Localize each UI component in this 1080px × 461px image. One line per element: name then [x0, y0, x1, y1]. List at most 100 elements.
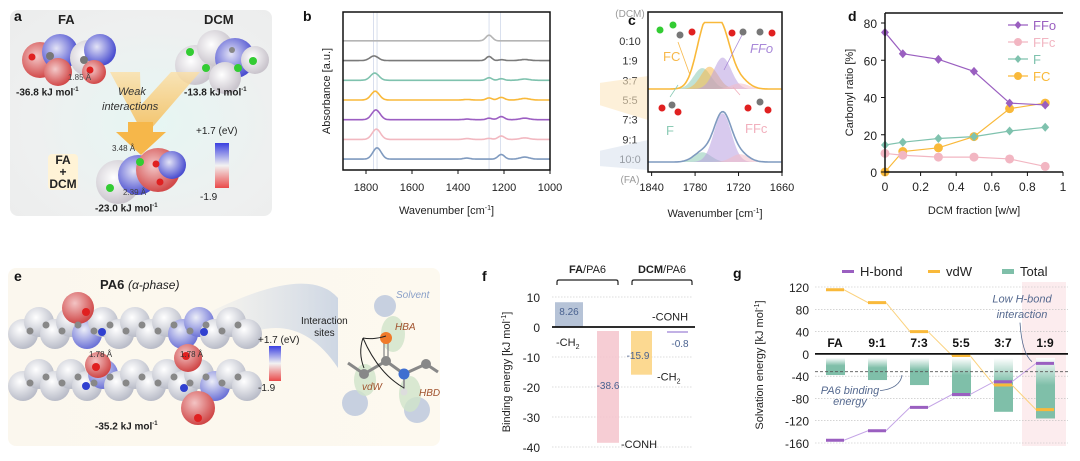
converge-arrow	[110, 72, 200, 130]
ratio-label: 1:9	[622, 56, 637, 68]
leader-FC	[677, 41, 691, 76]
site-label-fa-ch2: -CH2	[556, 337, 580, 351]
solvation-energy-chart: 120 80 40 0 -40 -80 -120 -160 FA 9:1 7:3 5:5 3:7 1:9 P…	[754, 264, 1068, 451]
y-tick-label: 80	[796, 303, 810, 317]
carbonyl-ratio-chart: 0 20 40 60 80 0 0.2 0.4 0.6 0.8 1 DCM fraction [w/w…	[844, 12, 1067, 217]
backbone-atom	[26, 379, 34, 387]
data-point-FFo	[934, 54, 943, 64]
legend-label-Total: Total	[1020, 264, 1048, 279]
spectrum-line-3-7	[343, 72, 550, 82]
spectrum-line-5-5	[343, 90, 550, 101]
data-point-FFo	[970, 66, 978, 76]
molecule-atom	[768, 29, 776, 37]
leader-FFo	[723, 34, 743, 71]
zoom-fan-5-5	[600, 76, 648, 120]
backbone-atom	[218, 327, 226, 335]
y-tick-label: 10	[527, 291, 541, 305]
fa-dimer-surface: 1.85 Å	[22, 34, 116, 86]
molecule-atom	[756, 98, 764, 106]
hba-label: HBA	[395, 322, 416, 333]
x-tick-label: 1660	[770, 182, 794, 194]
complex-label: FA + DCM	[48, 153, 78, 191]
y-tick-label: -40	[523, 441, 541, 455]
backbone-atom	[58, 379, 66, 387]
x-tick-label: 0.4	[948, 180, 965, 194]
y-tick-label: -80	[792, 392, 810, 406]
category-label: FA	[827, 336, 843, 350]
value-label: -15.9	[627, 351, 650, 362]
series-line-FFc	[884, 152, 1046, 168]
zoom-fan-10-0	[600, 140, 648, 170]
backbone-atom	[186, 327, 194, 335]
backbone-atom	[74, 373, 82, 381]
backbone-atom	[186, 379, 194, 387]
label-F: F	[666, 123, 674, 138]
heteroatom	[182, 352, 190, 360]
legend-label-H-bond: H-bond	[860, 264, 903, 279]
y-axis-title: Binding energy [kJ mol-1]	[501, 312, 513, 433]
x-tick-label: 0	[882, 180, 889, 194]
leader-FFc	[732, 86, 741, 96]
x-tick-label: 1400	[446, 182, 470, 194]
connector-vdW	[826, 289, 1054, 411]
backbone-atom	[234, 321, 242, 329]
x-tick-label: 1720	[726, 182, 750, 194]
molecule-atom	[756, 28, 764, 36]
potential-scale-bar	[215, 143, 229, 188]
panel-f-label: f	[482, 268, 487, 284]
interaction-sites-label: Interaction sites	[301, 316, 348, 339]
backbone-atom	[106, 321, 114, 329]
y-tick-label: -30	[523, 411, 541, 425]
fitted-spectrum-5-5	[648, 21, 782, 90]
y-tick-label: 0	[802, 348, 809, 362]
pa6-energy: -35.2 kJ mol-1	[95, 421, 158, 433]
backbone-atom	[74, 321, 82, 329]
molecule-atom	[658, 104, 666, 112]
heteroatom	[92, 363, 100, 371]
label-FFo: FFo	[750, 41, 773, 56]
molecule-atom	[764, 106, 772, 114]
panel-a-label: a	[14, 8, 22, 24]
dcm-title: DCM	[204, 12, 234, 27]
annotation-1: Low H-bond	[992, 294, 1052, 306]
backbone-atom	[90, 327, 98, 335]
group-bracket	[556, 279, 619, 285]
scale-min-label: -1.9	[200, 192, 218, 203]
bar-FA-PA6-CONH	[597, 331, 619, 443]
data-point-FFo	[898, 49, 907, 59]
molecule-atom	[688, 28, 696, 36]
y-axis-title: Absorbance [a.u.]	[321, 48, 333, 134]
data-point-FFc	[933, 152, 943, 162]
backbone-atom	[90, 379, 98, 387]
heteroatom	[194, 414, 202, 422]
legend-swatch-Total	[1002, 269, 1014, 274]
component-peak-FFo	[648, 57, 782, 89]
category-label: 1:9	[1036, 336, 1054, 350]
backbone-atom	[170, 373, 178, 381]
backbone-atom	[170, 321, 178, 329]
category-label: 9:1	[868, 336, 886, 350]
legend-label-vdW: vdW	[946, 264, 973, 279]
molecule-atom	[656, 26, 664, 34]
annotation-2: interaction	[997, 309, 1048, 321]
label-FC: FC	[663, 49, 680, 64]
backbone-atom	[234, 373, 242, 381]
pa6-hbond-distance-2: 1.78 Å	[180, 350, 204, 359]
binding-energy-chart: 10 0 -10 -20 -30 -40 8.26 -38.6 -15.9 -0.8 -CH2 -CO…	[501, 264, 695, 455]
heteroatom	[82, 308, 90, 316]
x-tick-label: 1800	[354, 182, 378, 194]
molecule-atom	[668, 101, 676, 109]
data-point-F	[898, 137, 907, 147]
y-tick-label: -120	[785, 415, 809, 429]
molecule-atom	[669, 21, 677, 29]
carbonyl-surface	[181, 391, 215, 425]
solvent-label: Solvent	[396, 290, 430, 301]
y-tick-label: 120	[789, 281, 809, 295]
legend-label-FC: FC	[1033, 69, 1050, 84]
interactions-text: interactions	[102, 101, 159, 113]
data-point-FFc	[1005, 154, 1015, 164]
zoom-swoosh	[208, 283, 338, 368]
spectrum-line-1-9	[343, 55, 550, 62]
data-point-FFc	[969, 152, 979, 162]
e-scale-min-label: -1.9	[258, 383, 276, 394]
